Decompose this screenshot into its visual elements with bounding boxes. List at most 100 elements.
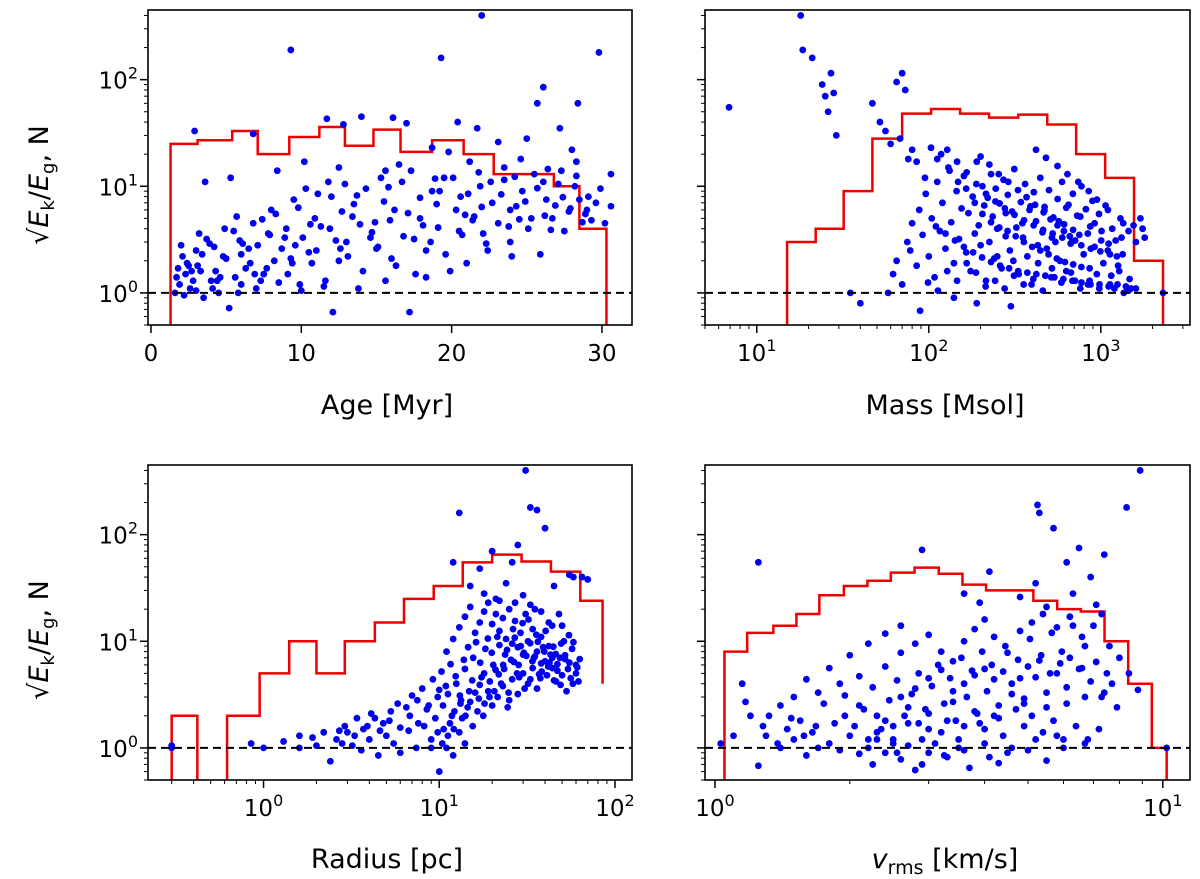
data-point: [925, 674, 933, 682]
histogram-outline: [723, 566, 1168, 780]
data-point: [450, 725, 458, 733]
data-point: [554, 180, 562, 188]
data-point: [889, 736, 897, 743]
data-point: [455, 509, 463, 517]
data-point: [198, 250, 206, 258]
data-point: [901, 712, 908, 720]
data-point: [1106, 250, 1114, 258]
data-point: [995, 759, 1003, 767]
data-point: [1029, 275, 1037, 283]
data-point: [1119, 250, 1127, 258]
data-point: [1016, 627, 1024, 635]
data-point: [915, 719, 923, 727]
data-point: [1023, 252, 1031, 260]
data-point: [1081, 642, 1089, 650]
data-point: [987, 258, 995, 266]
data-point: [382, 732, 390, 740]
data-point: [1123, 504, 1130, 511]
data-point: [995, 170, 1003, 178]
data-point: [533, 184, 541, 192]
data-point: [841, 692, 849, 699]
data-point: [258, 215, 266, 223]
data-point: [841, 712, 849, 720]
data-point: [428, 144, 436, 152]
data-point: [435, 768, 443, 775]
data-point: [953, 277, 961, 285]
data-point: [371, 218, 379, 226]
data-point: [440, 174, 448, 182]
data-point: [868, 99, 876, 107]
histogram-outline: [169, 125, 608, 325]
data-point: [499, 614, 507, 622]
svg-text:√Ek/Eg, N: √Ek/Eg, N: [24, 125, 59, 245]
data-point: [451, 707, 458, 715]
data-point: [904, 719, 912, 727]
data-point: [885, 696, 893, 704]
data-point: [264, 230, 272, 237]
data-point: [434, 693, 442, 701]
data-point: [403, 119, 410, 127]
data-point: [1062, 204, 1070, 212]
data-point: [1113, 252, 1121, 260]
data-point: [992, 185, 1000, 193]
data-point: [1139, 225, 1147, 233]
data-point: [881, 717, 889, 725]
data-point: [802, 752, 810, 759]
data-point: [463, 259, 471, 267]
data-point: [493, 633, 501, 641]
data-point: [936, 227, 944, 235]
data-point: [284, 270, 292, 278]
data-point: [257, 277, 265, 285]
data-point: [821, 92, 829, 100]
data-point: [1053, 623, 1061, 631]
data-point: [898, 281, 906, 288]
data-point: [320, 283, 328, 290]
y-tick-label: 100: [99, 277, 138, 308]
data-point: [1097, 237, 1105, 244]
data-point: [1043, 689, 1050, 697]
data-point: [565, 208, 573, 215]
data-point: [937, 150, 945, 158]
data-point: [502, 579, 510, 587]
data-point: [962, 248, 970, 256]
data-point: [413, 696, 421, 704]
data-point: [1056, 660, 1064, 667]
data-point: [508, 558, 516, 566]
data-point: [454, 118, 462, 126]
data-point: [400, 232, 407, 240]
data-point: [893, 78, 901, 86]
data-point: [537, 608, 545, 615]
data-point: [396, 724, 404, 732]
data-point: [356, 220, 364, 228]
data-point: [1036, 174, 1044, 182]
data-point: [1023, 193, 1030, 201]
data-point: [521, 685, 529, 692]
data-point: [499, 682, 507, 690]
data-point: [548, 214, 556, 222]
data-point: [446, 719, 454, 727]
data-point: [1020, 722, 1028, 730]
data-point: [419, 221, 427, 229]
histogram-outline: [170, 553, 604, 780]
data-point: [572, 172, 580, 180]
data-point: [260, 270, 268, 278]
ylabel-slash-2: /: [24, 645, 55, 655]
data-point: [180, 291, 188, 299]
xlabel-radius: Radius [pc]: [311, 844, 463, 875]
data-point: [1132, 285, 1140, 292]
data-point: [570, 638, 577, 646]
data-point: [341, 722, 349, 730]
data-point: [469, 654, 477, 662]
data-point: [979, 182, 986, 190]
data-point: [449, 558, 457, 566]
data-point: [237, 250, 245, 258]
data-point: [527, 214, 535, 222]
data-point: [550, 676, 558, 684]
data-point: [541, 212, 549, 220]
data-point: [960, 590, 968, 597]
y-tick-label: 101: [99, 170, 138, 201]
data-point: [1066, 654, 1074, 662]
data-point: [326, 225, 334, 233]
data-point: [478, 203, 486, 211]
data-point: [505, 689, 512, 697]
